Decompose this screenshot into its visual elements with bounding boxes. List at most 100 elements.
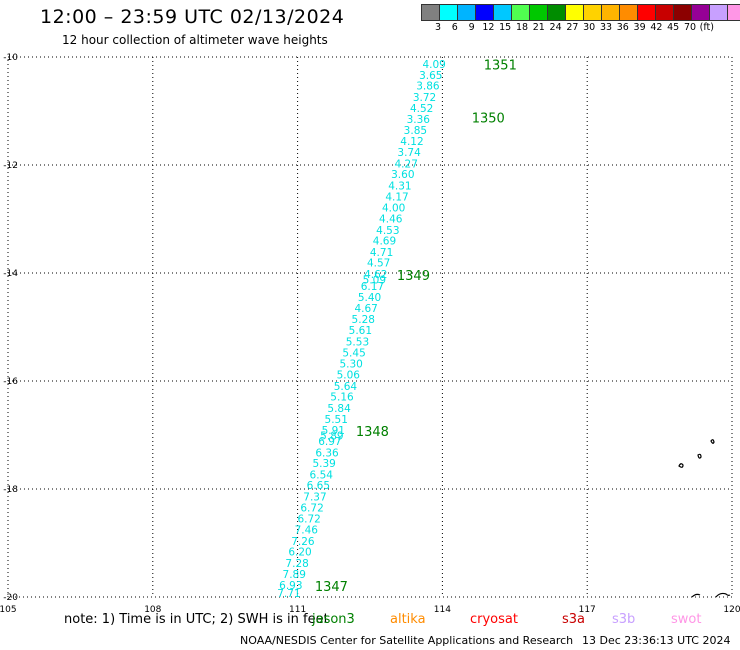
island-outline [678, 463, 684, 468]
wave-height-value: 5.45 [342, 347, 365, 359]
satellite-legend-altika: altika [390, 612, 426, 627]
wave-height-value: 5.64 [334, 381, 358, 393]
orbit-rev-label: 1348 [356, 425, 389, 440]
colorbar-tick-label: 6 [451, 22, 458, 33]
colorbar-tick-label: (ft) [699, 22, 714, 33]
wave-height-value: 5.16 [330, 392, 354, 404]
wave-height-value: 7.89 [283, 569, 306, 581]
wave-height-value: 5.39 [312, 458, 335, 470]
wave-height-value: 4.46 [379, 213, 403, 225]
satellite-legend-s3b: s3b [612, 612, 636, 627]
colorbar-tick-label: 24 [549, 22, 562, 33]
wave-height-value: 3.86 [416, 81, 440, 93]
satellite-legend-s3a: s3a [562, 612, 586, 627]
wave-height-value: 4.12 [400, 136, 423, 148]
wave-height-value: 5.84 [327, 403, 351, 415]
wave-height-value: 5.06 [337, 370, 361, 382]
colorbar-tick-label: 9 [468, 22, 475, 33]
colorbar-tick-label: 33 [599, 22, 613, 33]
generation-timestamp: 13 Dec 23:36:13 UTC 2024 [582, 634, 731, 647]
wave-height-value: 6.17 [361, 281, 384, 293]
colorbar-swatch [727, 4, 740, 21]
colorbar-tick-label: 27 [566, 22, 579, 33]
wave-height-value: 5.91 [322, 425, 345, 437]
lat-tick-label: -16 [3, 377, 18, 387]
satellite-legend-cryosat: cryosat [470, 612, 518, 627]
wave-height-value: 4.27 [395, 158, 418, 170]
wave-height-value: 4.57 [367, 258, 390, 270]
colorbar-labels: 3 6 9 12 15 18 21 24 27 30 33 36 39 42 45 70 (ft) [422, 22, 740, 34]
wave-height-value: 5.28 [352, 314, 375, 326]
lon-tick-label: 117 [579, 605, 596, 615]
wave-height-value: 7.46 [295, 525, 319, 537]
wave-height-value: 5.09 [363, 274, 386, 286]
colorbar-tick-label: 45 [667, 22, 680, 33]
wave-height-value: 6.54 [310, 469, 334, 481]
colorbar-tick-label: 18 [515, 22, 529, 33]
colorbar-tick-label: 12 [482, 22, 495, 33]
wave-height-value: 7.28 [285, 558, 308, 570]
lat-tick-label: -20 [3, 593, 18, 603]
wave-height-value: 3.36 [407, 114, 431, 126]
wave-height-value: 6.97 [318, 436, 341, 448]
page-title: 12:00 – 23:59 UTC 02/13/2024 [40, 6, 345, 28]
coastline-outline [691, 593, 701, 598]
wave-height-value: 5.30 [339, 359, 362, 371]
wave-height-value: 4.31 [388, 181, 411, 193]
wave-height-value: 4.52 [410, 103, 433, 115]
lon-tick-label: 105 [0, 605, 17, 615]
footer-note: note: 1) Time is in UTC; 2) SWH is in fe… [64, 612, 329, 627]
colorbar-tick-label: 39 [633, 22, 646, 33]
orbit-rev-label: 1350 [472, 111, 505, 126]
wave-height-value: 3.60 [391, 169, 414, 181]
lat-tick-label: -14 [3, 269, 18, 279]
credit-line: NOAA/NESDIS Center for Satellite Applica… [240, 634, 574, 647]
wave-height-value: 6.72 [300, 502, 323, 514]
wave-height-value: 4.71 [370, 247, 393, 259]
colorbar-tick-label: 30 [583, 22, 596, 33]
wave-height-value: 7.71 [277, 588, 300, 600]
wave-height-value: 7.37 [303, 492, 326, 504]
wave-height-value: 4.69 [373, 236, 396, 248]
colorbar-tick-label: 3 [434, 22, 442, 33]
island-outline [697, 453, 702, 459]
coastline-outline [715, 592, 731, 598]
wave-height-value: 4.67 [354, 303, 377, 315]
wave-height-value: 4.09 [422, 59, 445, 71]
colorbar-tick-label: 42 [650, 22, 663, 33]
wave-height-value: 6.36 [315, 447, 339, 459]
wave-height-value: 5.89 [320, 431, 343, 443]
wave-height-value: 5.51 [325, 414, 348, 426]
satellite-legend-swot: swot [671, 612, 702, 627]
orbit-rev-label: 1347 [315, 580, 348, 595]
wave-height-value: 4.17 [385, 191, 408, 203]
colorbar-tick-label: 70 [683, 22, 697, 33]
lat-tick-label: -10 [3, 53, 18, 63]
wave-height-value: 3.72 [413, 92, 436, 104]
lat-tick-label: -12 [3, 161, 18, 171]
wave-height-value: 6.65 [307, 480, 330, 492]
lon-tick-label: 120 [723, 605, 740, 615]
wave-height-value: 3.74 [397, 147, 421, 159]
page-subtitle: 12 hour collection of altimeter wave hei… [62, 33, 328, 47]
wave-height-value: 3.65 [419, 70, 442, 82]
lon-tick-label: 114 [434, 605, 451, 615]
wave-height-value: 5.61 [349, 325, 372, 337]
orbit-rev-label: 1349 [397, 269, 430, 284]
wave-height-value: 5.53 [346, 337, 369, 349]
lon-tick-label: 108 [144, 605, 161, 615]
lon-tick-label: 111 [289, 605, 306, 615]
colorbar-tick-label: 21 [532, 22, 545, 33]
wave-height-value: 3.85 [404, 125, 427, 137]
colorbar-tick-label: 36 [616, 22, 629, 33]
wave-height-value: 6.72 [297, 514, 320, 526]
wave-height-colorbar [421, 4, 740, 21]
wave-height-value: 7.26 [291, 536, 315, 548]
satellite-legend-jason3: jason3 [312, 612, 355, 627]
wave-height-value: 4.53 [376, 225, 399, 237]
orbit-rev-label: 1351 [484, 59, 517, 74]
wave-height-value: 6.93 [279, 580, 302, 592]
lat-tick-label: -18 [3, 485, 18, 495]
wave-height-value: 4.00 [382, 203, 405, 215]
